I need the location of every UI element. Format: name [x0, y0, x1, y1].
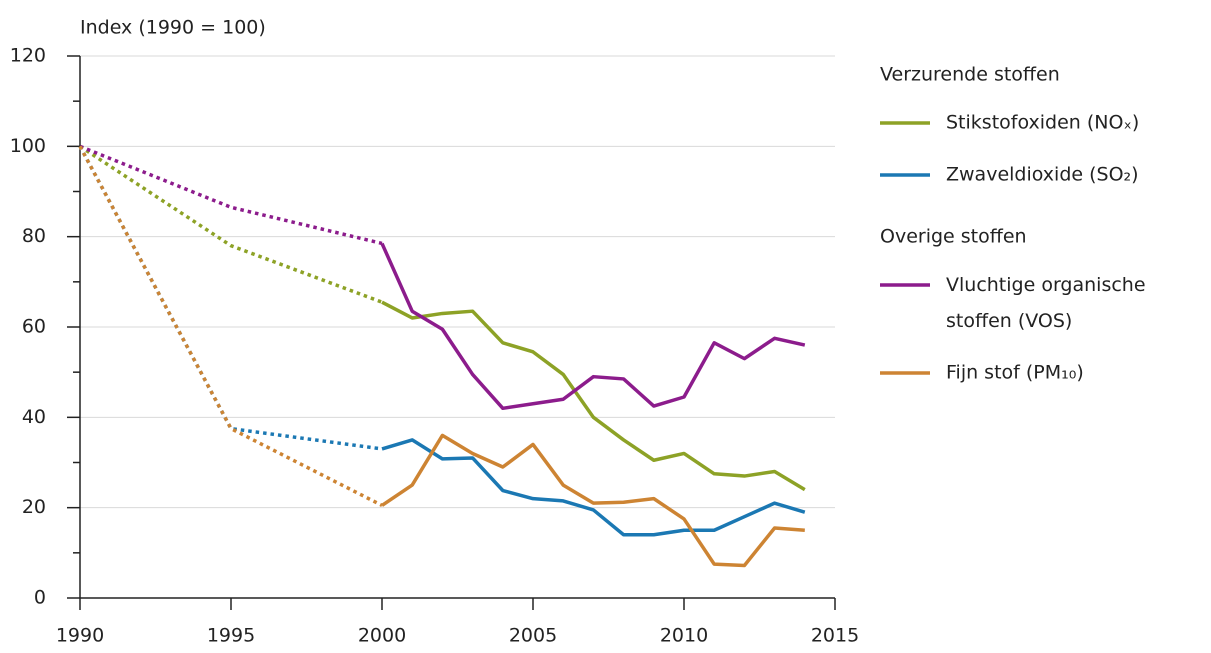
y-tick-label: 0 — [34, 587, 46, 609]
x-tick-label: 1990 — [56, 625, 104, 647]
x-tick-label: 2000 — [358, 625, 406, 647]
y-tick-label: 40 — [22, 406, 46, 428]
legend-label: Fijn stof (PM₁₀) — [946, 362, 1084, 384]
legend-group-title: Verzurende stoffen — [880, 64, 1060, 86]
y-tick-label: 100 — [10, 135, 46, 157]
y-tick-label: 20 — [22, 496, 46, 518]
y-tick-label: 80 — [22, 225, 46, 247]
x-tick-label: 1995 — [207, 625, 255, 647]
dotted-line — [79, 144, 383, 246]
y-tick-label: 60 — [22, 316, 46, 338]
series-line — [380, 242, 806, 411]
legend-label: Zwaveldioxide (SO₂) — [946, 164, 1139, 186]
legend-group-title: Overige stoffen — [880, 226, 1027, 248]
y-tick-label: 120 — [10, 45, 46, 67]
dotted-line — [78, 145, 383, 507]
legend-label: Stikstofoxiden (NOₓ) — [946, 112, 1139, 134]
x-tick-label: 2015 — [811, 625, 859, 647]
dotted-line — [79, 144, 383, 304]
series-line — [381, 438, 806, 537]
series-line — [381, 433, 805, 568]
series-line — [381, 300, 806, 492]
x-tick-label: 2010 — [660, 625, 708, 647]
x-tick-label: 2005 — [509, 625, 557, 647]
dotted-line — [78, 145, 383, 451]
y-axis-label: Index (1990 = 100) — [80, 17, 266, 39]
legend-label: Vluchtige organische stoffen (VOS) — [946, 274, 1146, 332]
